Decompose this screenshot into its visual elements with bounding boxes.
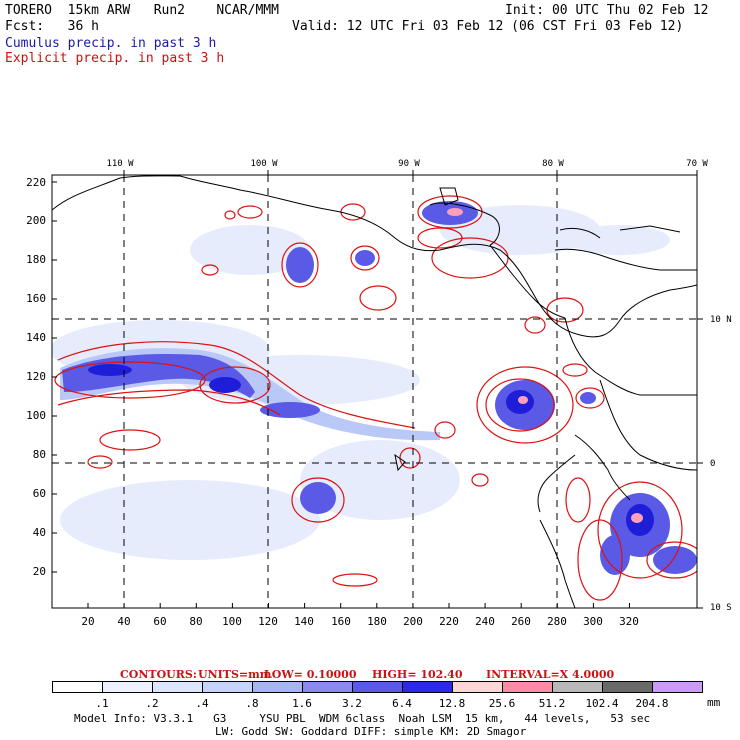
- lat-label-0: 0: [710, 459, 715, 469]
- colorbar-label: .4: [195, 697, 209, 710]
- contours-interval: INTERVAL=X 4.0000: [486, 668, 615, 681]
- colorbar-label: 6.4: [392, 697, 412, 710]
- x-tick-label: 140: [294, 615, 314, 628]
- x-tick-label: 60: [153, 615, 166, 628]
- x-tick-label: 200: [403, 615, 423, 628]
- y-tick-label: 80: [33, 448, 46, 461]
- y-tick-label: 60: [33, 487, 46, 500]
- contours-units: UNITS=mm: [198, 668, 272, 681]
- colorbar-swatch: [52, 681, 103, 693]
- colorbar-label: 25.6: [488, 697, 516, 710]
- colorbar-swatch: [252, 681, 303, 693]
- colorbar-swatch: [152, 681, 203, 693]
- lon-label-110w: 110 W: [106, 159, 134, 169]
- colorbar-swatch: [502, 681, 553, 693]
- lon-label-80w: 80 W: [542, 159, 564, 169]
- x-tick-label: 260: [511, 615, 531, 628]
- colorbar-swatch: [452, 681, 503, 693]
- x-tick-label: 100: [222, 615, 242, 628]
- x-tick-label: 120: [258, 615, 278, 628]
- model-info: Model Info: V3.3.1 G3 YSU PBL WDM 6class…: [74, 712, 651, 725]
- contours-label: CONTOURS:: [120, 668, 197, 681]
- colorbar-label: 1.6: [292, 697, 312, 710]
- lat-label-10n: 10 N: [710, 315, 732, 325]
- forecast-hour: Fcst: 36 h: [5, 19, 99, 34]
- y-tick-label: 180: [26, 253, 46, 266]
- precip-layer: [52, 175, 697, 608]
- map-frame: [51, 174, 698, 609]
- colorbar-label: 51.2: [538, 697, 566, 710]
- y-tick-label: 200: [26, 214, 46, 227]
- valid-time: Valid: 12 UTC Fri 03 Feb 12 (06 CST Fri …: [292, 19, 684, 34]
- x-tick-label: 280: [547, 615, 567, 628]
- x-tick-label: 220: [439, 615, 459, 628]
- x-tick-label: 160: [331, 615, 351, 628]
- model-title: TORERO 15km ARW Run2 NCAR/MMM: [5, 3, 279, 18]
- x-tick-label: 300: [583, 615, 603, 628]
- x-tick-label: 240: [475, 615, 495, 628]
- physics-info: LW: Godd SW: Goddard DIFF: simple KM: 2D…: [215, 725, 527, 738]
- colorbar-swatch: [352, 681, 403, 693]
- contours-low: LOW= 0.10000: [264, 668, 357, 681]
- legend-cumulus: Cumulus precip. in past 3 h: [5, 36, 217, 51]
- y-tick-label: 160: [26, 292, 46, 305]
- lon-label-70w: 70 W: [686, 159, 708, 169]
- lat-label-10s: 10 S: [710, 603, 732, 613]
- contours-high: HIGH= 102.40: [372, 668, 463, 681]
- x-tick-label: 180: [367, 615, 387, 628]
- colorbar-label: 102.4: [585, 697, 619, 710]
- y-tick-label: 120: [26, 370, 46, 383]
- colorbar-label: 204.8: [635, 697, 669, 710]
- colorbar-swatch: [302, 681, 353, 693]
- lon-label-100w: 100 W: [250, 159, 278, 169]
- colorbar-swatch: [402, 681, 453, 693]
- y-tick-label: 140: [26, 331, 46, 344]
- colorbar-label: .2: [145, 697, 159, 710]
- colorbar-swatch: [652, 681, 703, 693]
- init-time: Init: 00 UTC Thu 02 Feb 12: [505, 3, 709, 18]
- x-tick-label: 20: [81, 615, 94, 628]
- colorbar-swatch: [202, 681, 253, 693]
- y-tick-label: 220: [26, 176, 46, 189]
- colorbar-swatch: [552, 681, 603, 693]
- colorbar-unit: mm: [707, 696, 721, 709]
- colorbar-swatch: [602, 681, 653, 693]
- lon-label-90w: 90 W: [398, 159, 420, 169]
- colorbar-label: 12.8: [438, 697, 466, 710]
- y-tick-label: 20: [33, 565, 46, 578]
- x-tick-label: 320: [619, 615, 639, 628]
- legend-explicit: Explicit precip. in past 3 h: [5, 51, 225, 66]
- y-tick-label: 100: [26, 409, 46, 422]
- colorbar-label: .1: [95, 697, 109, 710]
- colorbar-label: 3.2: [342, 697, 362, 710]
- colorbar-swatch: [102, 681, 153, 693]
- y-tick-label: 40: [33, 526, 46, 539]
- x-tick-label: 80: [189, 615, 202, 628]
- colorbar-label: .8: [245, 697, 259, 710]
- x-tick-label: 40: [117, 615, 130, 628]
